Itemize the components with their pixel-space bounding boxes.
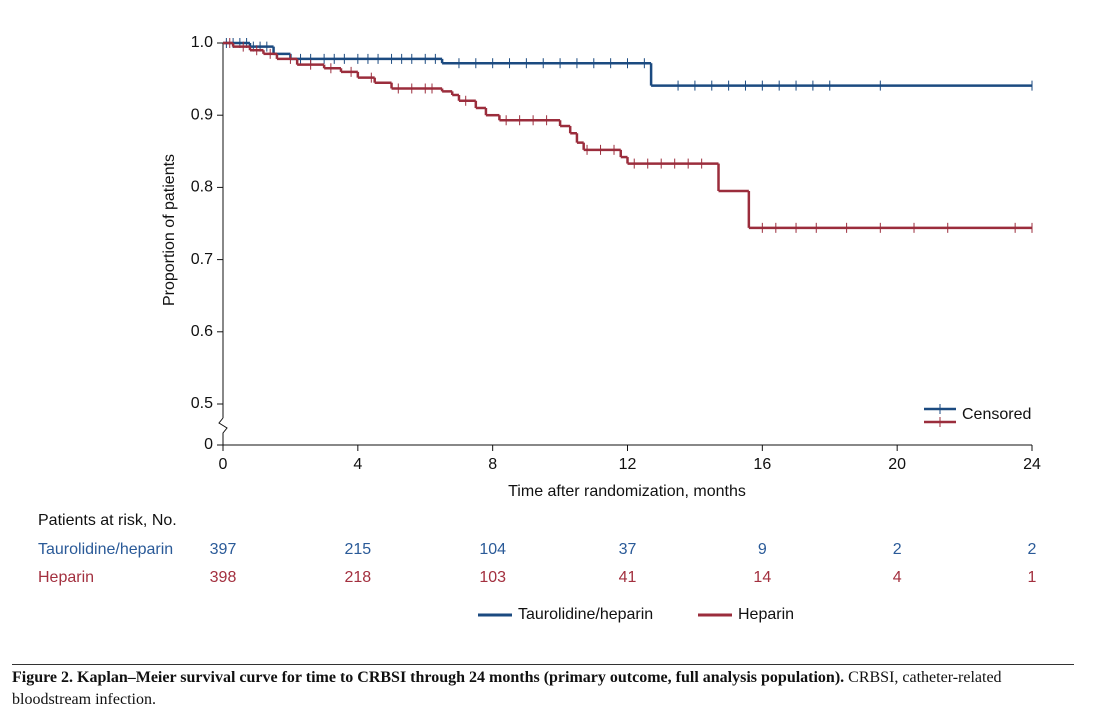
risk-count: 41 — [619, 569, 637, 586]
axis-break — [218, 417, 228, 445]
risk-count: 218 — [344, 569, 371, 586]
x-tick-label: 4 — [353, 456, 362, 473]
risk-count: 1 — [1028, 569, 1037, 586]
x-tick-label: 12 — [619, 456, 637, 473]
risk-count: 14 — [753, 569, 771, 586]
risk-count: 104 — [479, 541, 506, 558]
caption-text: CRBSI, catheter-related bloodstream infe… — [12, 669, 1002, 708]
y-tick-label: 0.8 — [191, 179, 213, 196]
y-tick-label: 0.5 — [191, 395, 213, 412]
risk-count: 397 — [210, 541, 237, 558]
x-axis-title: Time after randomization, months — [508, 483, 746, 500]
caption-label: Figure 2. Kaplan–Meier survival curve fo… — [12, 669, 845, 686]
risk-count: 215 — [344, 541, 371, 558]
legend-label: Taurolidine/heparin — [518, 606, 653, 623]
risk-count: 103 — [479, 569, 506, 586]
risk-table-title: Patients at risk, No. — [38, 512, 177, 529]
chart: Proportion of patients Time after random… — [38, 34, 1041, 623]
x-tick-label: 20 — [888, 456, 906, 473]
x-tick-label: 16 — [753, 456, 771, 473]
y-tick-label: 1.0 — [191, 34, 213, 51]
caption: Figure 2. Kaplan–Meier survival curve fo… — [12, 664, 1074, 711]
y-tick-label: 0.7 — [191, 251, 213, 268]
risk-count: 2 — [1028, 541, 1037, 558]
risk-count: 4 — [893, 569, 902, 586]
censored-legend-label: Censored — [962, 406, 1031, 423]
legend-label: Heparin — [738, 606, 794, 623]
x-tick-label: 8 — [488, 456, 497, 473]
x-tick-label: 24 — [1023, 456, 1041, 473]
risk-count: 398 — [210, 569, 237, 586]
risk-count: 37 — [619, 541, 637, 558]
y-tick-label: 0.9 — [191, 106, 213, 123]
risk-count: 9 — [758, 541, 767, 558]
y-tick-label: 0 — [204, 436, 213, 453]
risk-count: 2 — [893, 541, 902, 558]
y-axis-title: Proportion of patients — [161, 154, 178, 306]
y-tick-label: 0.6 — [191, 323, 213, 340]
risk-row-name: Heparin — [38, 569, 94, 586]
x-tick-label: 0 — [219, 456, 228, 473]
risk-row-name: Taurolidine/heparin — [38, 541, 173, 558]
